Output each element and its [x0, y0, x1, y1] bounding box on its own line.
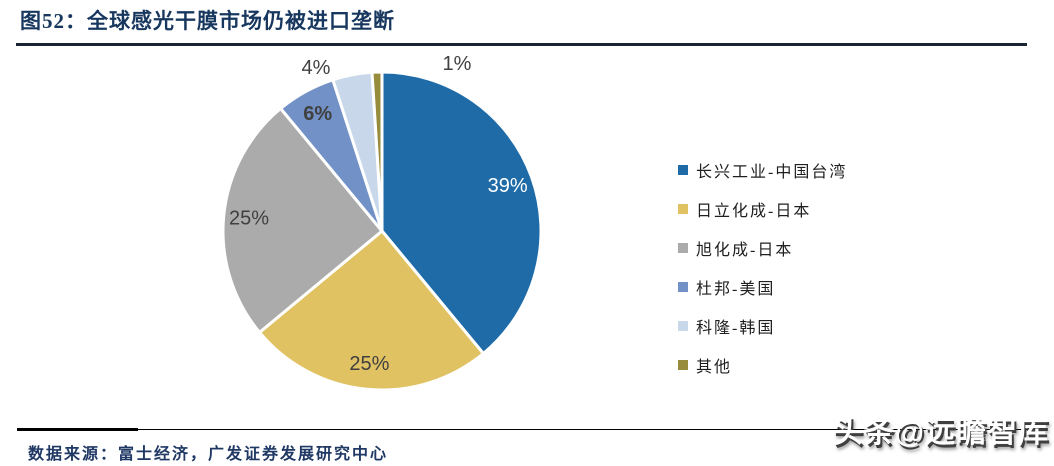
legend-color-marker-icon: [678, 204, 688, 214]
legend-item-4: 科隆-韩国: [678, 316, 847, 337]
footer-rule-thick: [17, 428, 138, 431]
chart-legend: 长兴工业-中国台湾 日立化成-日本 旭化成-日本 杜邦-美国科隆-韩国其他: [678, 160, 847, 394]
data-source-text: 数据来源：富士经济，广发证券发展研究中心: [28, 446, 389, 463]
title-underline-rule: [16, 43, 1027, 46]
legend-color-marker-icon: [678, 165, 688, 175]
pie-label-3: 6%: [303, 103, 332, 125]
legend-color-marker-icon: [678, 321, 688, 331]
legend-label: 旭化成-日本: [696, 242, 794, 259]
pie-label-0: 39%: [488, 175, 528, 197]
pie-label-5: 1%: [443, 53, 472, 75]
pie-label-4: 4%: [302, 57, 331, 79]
figure-title: 图52：全球感光干膜市场仍被进口垄断: [20, 9, 395, 33]
legend-label: 日立化成-日本: [696, 203, 812, 220]
watermark-text: 头条@远瞻智库: [832, 416, 1049, 449]
legend-item-3: 杜邦-美国: [678, 277, 847, 298]
legend-label: 科隆-韩国: [696, 320, 776, 337]
legend-label: 长兴工业-中国台湾: [696, 164, 848, 181]
legend-label: 杜邦-美国: [696, 281, 776, 298]
legend-color-marker-icon: [678, 243, 688, 253]
legend-item-1: 日立化成-日本: [678, 199, 847, 220]
legend-item-2: 旭化成-日本: [678, 238, 847, 259]
pie-slice-5: [370, 70, 384, 232]
footer-rule-thin: [138, 429, 1035, 430]
pie-label-1: 25%: [349, 353, 389, 375]
legend-item-5: 其他: [678, 355, 847, 376]
legend-item-0: 长兴工业-中国台湾: [678, 160, 848, 181]
legend-color-marker-icon: [678, 282, 688, 292]
pie-slice-2: [221, 106, 385, 335]
pie-slice-0: [380, 70, 543, 356]
pie-label-2: 25%: [229, 207, 269, 229]
legend-color-marker-icon: [678, 360, 688, 370]
legend-label: 其他: [696, 359, 733, 376]
pie-slice-1: [257, 228, 486, 392]
